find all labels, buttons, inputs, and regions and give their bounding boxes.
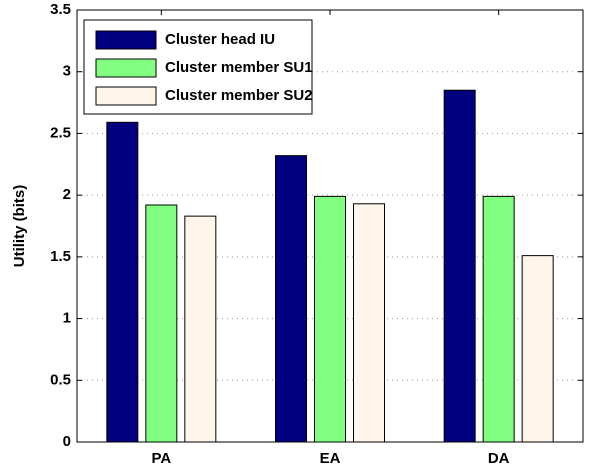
x-tick-label: EA <box>320 450 341 467</box>
bar <box>353 203 385 443</box>
bar <box>145 204 178 443</box>
bar <box>482 195 515 443</box>
bar <box>275 155 307 443</box>
y-tick-label: 2 <box>63 186 71 203</box>
legend-swatch <box>95 86 157 106</box>
legend-label: Cluster member SU2 <box>165 87 313 104</box>
y-tick-label: 1.5 <box>50 248 71 265</box>
legend-label: Cluster head IU <box>165 31 275 48</box>
legend-label: Cluster member SU1 <box>165 59 313 76</box>
y-tick-label: 2.5 <box>50 124 71 141</box>
y-axis-label: Utility (bits) <box>11 185 28 268</box>
legend-swatch <box>95 30 157 50</box>
bar <box>184 215 217 443</box>
x-tick-label: DA <box>488 450 510 467</box>
y-tick-label: 3.5 <box>50 1 71 18</box>
bar <box>443 89 476 443</box>
y-tick-label: 0.5 <box>50 371 71 388</box>
axes-frame <box>76 9 584 443</box>
bar <box>106 121 139 443</box>
y-tick-label: 1 <box>63 310 71 327</box>
y-tick-label: 0 <box>63 433 71 450</box>
legend-swatch <box>95 58 157 78</box>
x-tick-label: PA <box>151 450 171 467</box>
bar <box>314 195 346 443</box>
bar <box>521 255 554 443</box>
y-tick-label: 3 <box>63 63 71 80</box>
